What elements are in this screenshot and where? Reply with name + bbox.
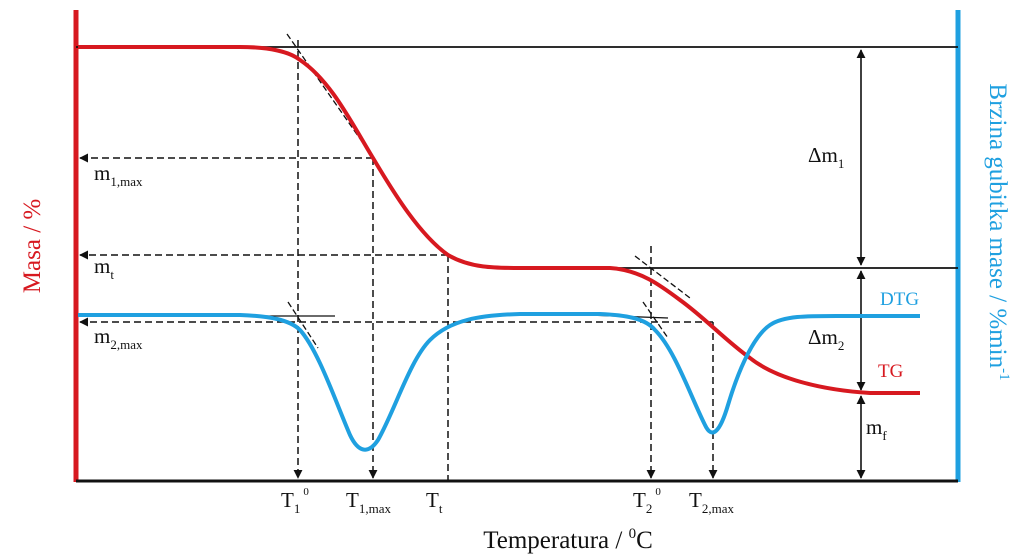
tg-label: TG	[878, 361, 904, 382]
dtg2-slope-tangent	[642, 301, 669, 339]
delta-m2-label: Δm2	[808, 325, 844, 353]
m2max-label: m2,max	[94, 324, 143, 352]
right-axis-title: Brzina gubitka mase / %min-1	[984, 83, 1012, 380]
mt-label: mt	[94, 254, 114, 282]
dtg1-slope-tangent	[287, 301, 319, 349]
x-axis-title: Temperatura / 0C	[483, 526, 653, 554]
t2max-label: T2,max	[689, 488, 734, 516]
delta-m1-label: Δm1	[808, 143, 844, 171]
tg2-tangent	[634, 255, 691, 299]
tg1-tangent	[286, 33, 373, 157]
tt-label: Tt	[426, 488, 443, 516]
left-axis-title: Masa / %	[19, 199, 46, 293]
dtg-curve	[78, 312, 920, 452]
dtg-label: DTG	[880, 289, 919, 310]
t2-onset-label: T20	[633, 486, 661, 516]
t1max-label: T1,max	[346, 488, 391, 516]
tg-curve	[78, 45, 920, 395]
t1-onset-label: T10	[281, 486, 309, 516]
m1max-label: m1,max	[94, 161, 143, 189]
mf-label: mf	[866, 415, 887, 443]
